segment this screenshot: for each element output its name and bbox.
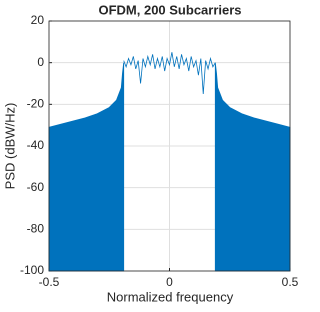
y-tick-label: -100	[20, 263, 44, 277]
x-tick-label: 0.5	[282, 275, 299, 289]
line	[123, 52, 216, 94]
y-tick-label: -20	[27, 97, 45, 111]
y-axis-label: PSD (dBW/Hz)	[2, 103, 17, 190]
x-tick-label: 0	[166, 275, 173, 289]
y-tick-label: 20	[31, 13, 45, 27]
x-axis-label: Normalized frequency	[107, 289, 234, 304]
chart-title: OFDM, 200 Subcarriers	[98, 2, 241, 17]
axes-box	[48, 20, 291, 272]
x-tick-label: -0.5	[39, 275, 60, 289]
y-tick-label: -60	[27, 180, 45, 194]
y-tick-label: -80	[27, 222, 45, 236]
y-tick-label: 0	[37, 55, 44, 69]
y-tick-label: -40	[27, 138, 45, 152]
